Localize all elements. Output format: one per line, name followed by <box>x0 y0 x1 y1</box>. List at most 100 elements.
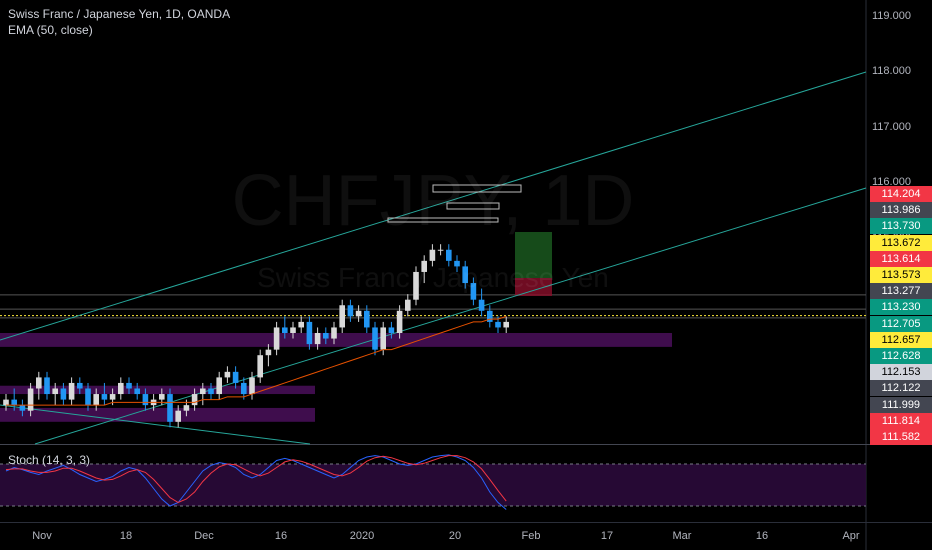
candle-body <box>224 371 231 378</box>
time-tick-label: 16 <box>274 530 288 542</box>
pattern-box <box>387 217 499 223</box>
time-tick-label: Mar <box>672 530 692 542</box>
candle-body <box>265 349 272 356</box>
candle-body <box>495 321 501 328</box>
price-tick-label: 117.000 <box>872 120 911 133</box>
zone-upper <box>0 385 315 395</box>
price-tick-label: 119.000 <box>872 9 911 22</box>
candle-body <box>405 299 411 311</box>
price-tag: 111.814 <box>870 412 932 429</box>
price-tag: 113.614 <box>870 250 932 267</box>
candle-body <box>388 327 395 333</box>
candle-body <box>101 394 108 400</box>
candle-body <box>3 399 9 406</box>
candle-body <box>462 266 468 284</box>
candle-body <box>323 333 329 339</box>
candle-body <box>93 394 99 406</box>
resistance-zone <box>0 333 672 347</box>
candle-body <box>216 377 222 395</box>
ema-line <box>6 315 507 406</box>
stoch-band-fill <box>0 464 866 506</box>
candle-body <box>347 305 354 317</box>
candle-body <box>60 388 67 400</box>
candle-body <box>134 388 140 395</box>
time-tick-label: 17 <box>600 530 614 542</box>
candle-body <box>142 394 149 406</box>
candle-body <box>306 321 313 345</box>
time-tick-label: Feb <box>521 530 541 542</box>
candle-body <box>118 382 124 395</box>
symbol-legend[interactable]: Swiss Franc / Japanese Yen, 1D, OANDA <box>8 7 231 21</box>
time-tick-label: Apr <box>842 530 860 542</box>
candle-body <box>68 382 75 400</box>
candle-body <box>339 305 345 328</box>
candle-body <box>454 260 460 267</box>
price-tag: 113.277 <box>870 283 932 300</box>
time-tick-label: 18 <box>119 530 133 542</box>
candle-body <box>208 388 214 395</box>
candle-body <box>421 260 427 272</box>
stoch-d-line <box>5 455 507 504</box>
time-tick-label: Dec <box>194 530 214 542</box>
candle-body <box>241 382 247 395</box>
candle-body <box>126 382 132 389</box>
candle-body <box>257 355 263 378</box>
price-tag: 113.230 <box>870 299 932 316</box>
candle-body <box>396 310 403 333</box>
candle-body <box>109 394 116 400</box>
candle-body <box>331 327 337 339</box>
candle-body <box>446 249 452 261</box>
candle-body <box>27 388 34 411</box>
time-tick-label: 16 <box>755 530 769 542</box>
candle-body <box>19 405 26 411</box>
candle-body <box>167 394 173 422</box>
candle-body <box>314 333 321 345</box>
candle-body <box>52 388 58 395</box>
candle-body <box>364 310 370 328</box>
channel-lower-line <box>34 187 867 445</box>
candle-body <box>191 394 198 406</box>
price-tag: 111.999 <box>870 396 932 413</box>
zone-lower <box>0 407 315 422</box>
price-tag: 114.204 <box>870 186 932 202</box>
descending-line <box>0 404 311 445</box>
pattern-box <box>432 184 522 193</box>
price-tag: 113.672 <box>870 234 932 251</box>
candle-body <box>470 283 477 300</box>
candle-body <box>372 327 378 350</box>
price-tag: 112.657 <box>870 331 932 348</box>
candle-body <box>232 371 239 383</box>
candle-body <box>44 377 50 395</box>
ema-legend[interactable]: EMA (50, close) <box>8 23 93 37</box>
candle-body <box>159 394 165 400</box>
candle-body <box>355 310 362 317</box>
price-tag: 112.153 <box>870 364 932 381</box>
candle-body <box>85 388 91 406</box>
candle-body <box>290 327 296 333</box>
target-box-green <box>515 232 552 278</box>
candle-body <box>298 321 304 328</box>
stoch-legend[interactable]: Stoch (14, 3, 3) <box>8 453 91 467</box>
candle-body <box>77 382 83 389</box>
time-tick-label: Nov <box>32 530 52 542</box>
stoch-k-line <box>5 454 507 510</box>
time-tick-label: 20 <box>448 530 462 542</box>
candle-body <box>478 299 485 311</box>
pattern-box <box>446 202 500 210</box>
candle-body <box>487 310 493 322</box>
candle-body <box>200 388 206 395</box>
candle-body <box>36 377 42 389</box>
price-tag: 111.582 <box>870 429 932 445</box>
price-tag: 112.628 <box>870 348 932 364</box>
price-tag: 112.705 <box>870 315 932 332</box>
stop-box-red <box>515 278 552 296</box>
time-tick-label: 2020 <box>349 530 375 542</box>
price-tag: 113.986 <box>870 202 932 219</box>
candle-body <box>11 399 17 406</box>
candle-body <box>413 271 419 300</box>
candle-body <box>183 405 190 411</box>
price-tag: 113.730 <box>870 218 932 235</box>
candle-body <box>429 249 436 261</box>
price-tick-label: 116.000 <box>872 176 911 189</box>
